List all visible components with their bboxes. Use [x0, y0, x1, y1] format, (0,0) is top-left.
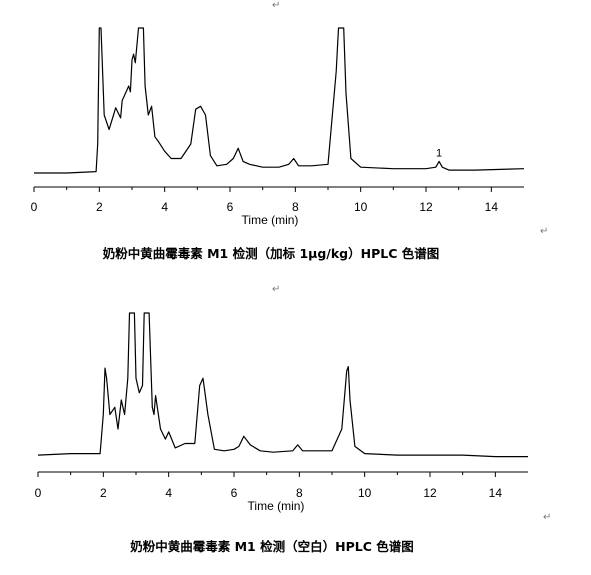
chromatogram-trace — [34, 27, 525, 174]
peak-label: 1 — [436, 147, 442, 159]
x-tick-label: 12 — [423, 486, 437, 500]
x-tick-label: 8 — [296, 486, 303, 500]
chart-caption: 奶粉中黄曲霉毒素 M1 检测（加标 1μg/kg）HPLC 色谱图 — [103, 246, 439, 261]
x-tick-label: 10 — [354, 200, 368, 214]
x-tick-label: 10 — [358, 486, 372, 500]
x-tick-label: 6 — [227, 200, 234, 214]
chromatogram-trace — [37, 312, 528, 458]
x-tick-label: 4 — [165, 486, 172, 500]
x-axis-ticks: 0 2 4 6 8 10 12 14 — [35, 472, 503, 500]
chromatogram-blank: 0 2 4 6 8 10 12 14 Time (min) 奶粉中黄曲霉毒素 M1 检测（空白… — [35, 312, 528, 554]
x-tick-label: 0 — [35, 486, 42, 500]
chromatogram-spiked: 0 2 4 6 8 10 12 14 1 Time (min) 奶粉中黄曲霉毒素 M1 检测（… — [31, 27, 525, 261]
x-tick-label: 12 — [419, 200, 433, 214]
x-tick-label: 4 — [161, 200, 168, 214]
paragraph-mark-icon: ↵ — [540, 226, 548, 237]
x-tick-label: 8 — [292, 200, 299, 214]
x-tick-label: 0 — [31, 200, 38, 214]
x-axis-ticks: 0 2 4 6 8 10 12 14 — [31, 187, 499, 214]
x-tick-label: 2 — [100, 486, 107, 500]
x-axis-title: Time (min) — [242, 213, 299, 227]
paragraph-mark-icon: ↵ — [543, 512, 551, 523]
x-tick-label: 14 — [485, 200, 499, 214]
x-tick-label: 2 — [96, 200, 103, 214]
paragraph-mark-icon: ↵ — [272, 284, 280, 295]
chart-caption: 奶粉中黄曲霉毒素 M1 检测（空白）HPLC 色谱图 — [130, 539, 413, 554]
x-axis-title: Time (min) — [248, 499, 305, 513]
x-tick-label: 6 — [231, 486, 238, 500]
x-tick-label: 14 — [489, 486, 503, 500]
paragraph-mark-icon: ↵ — [272, 0, 280, 11]
